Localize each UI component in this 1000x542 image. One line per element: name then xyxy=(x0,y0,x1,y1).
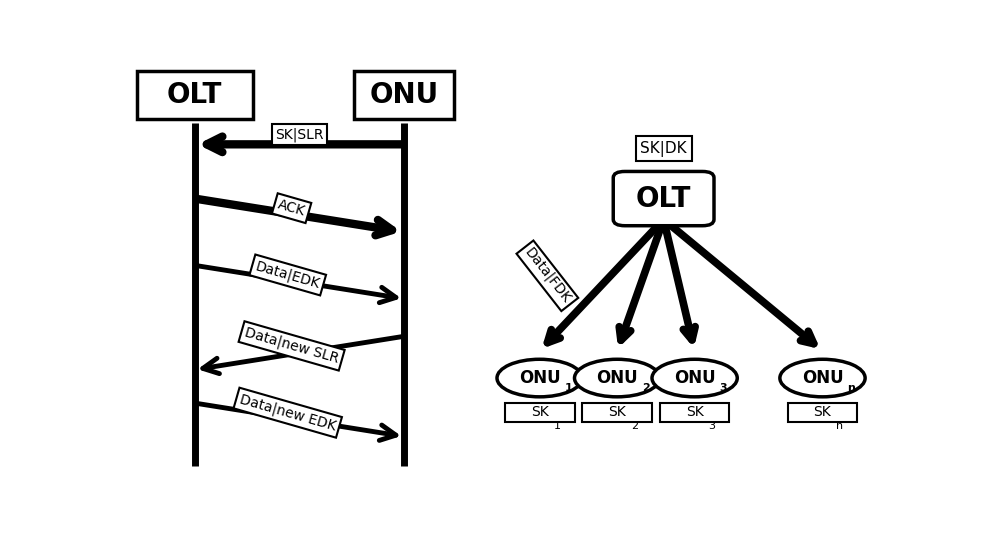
FancyBboxPatch shape xyxy=(137,72,253,119)
Text: Data|new EDK: Data|new EDK xyxy=(238,392,338,434)
Text: 3: 3 xyxy=(719,383,727,393)
Text: Data|new SLR: Data|new SLR xyxy=(243,326,340,366)
Text: Data|EDK: Data|EDK xyxy=(254,259,322,291)
Text: 2: 2 xyxy=(642,383,650,393)
Text: SK: SK xyxy=(608,405,626,420)
Ellipse shape xyxy=(780,359,865,397)
FancyBboxPatch shape xyxy=(613,171,714,225)
Text: 2: 2 xyxy=(631,421,638,430)
Text: n: n xyxy=(836,421,844,430)
Ellipse shape xyxy=(497,359,582,397)
Text: Data|FDK: Data|FDK xyxy=(521,246,573,306)
Text: OLT: OLT xyxy=(636,185,691,212)
Text: SK: SK xyxy=(814,405,831,420)
FancyBboxPatch shape xyxy=(582,403,652,422)
Ellipse shape xyxy=(652,359,737,397)
Text: OLT: OLT xyxy=(167,81,222,109)
Text: ONU: ONU xyxy=(674,369,715,387)
Text: 1: 1 xyxy=(554,421,561,430)
Text: n: n xyxy=(847,383,855,393)
Text: SK: SK xyxy=(531,405,548,420)
Text: ONU: ONU xyxy=(596,369,638,387)
Text: ONU: ONU xyxy=(369,81,439,109)
Text: 1: 1 xyxy=(564,383,572,393)
FancyBboxPatch shape xyxy=(354,72,454,119)
Text: SK: SK xyxy=(686,405,704,420)
Text: ONU: ONU xyxy=(802,369,843,387)
Text: SK|SLR: SK|SLR xyxy=(275,127,324,141)
Text: ONU: ONU xyxy=(519,369,560,387)
FancyBboxPatch shape xyxy=(660,403,729,422)
Ellipse shape xyxy=(574,359,660,397)
Text: 3: 3 xyxy=(709,421,716,430)
FancyBboxPatch shape xyxy=(788,403,857,422)
Text: ACK: ACK xyxy=(276,198,307,219)
Text: SK|DK: SK|DK xyxy=(640,140,687,157)
FancyBboxPatch shape xyxy=(505,403,574,422)
